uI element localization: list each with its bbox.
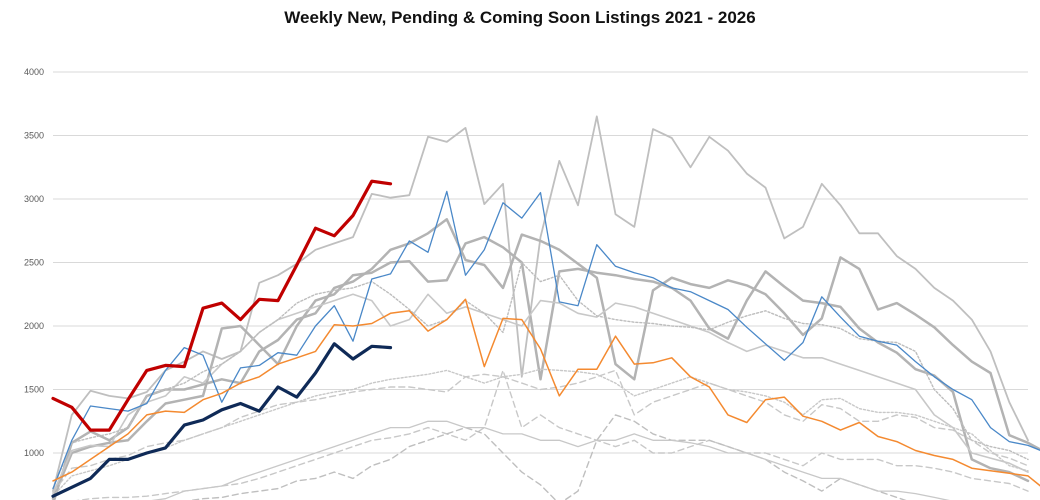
series-line-4 [52, 293, 1029, 495]
y-tick-label: 2000 [24, 321, 44, 331]
chart-title: Weekly New, Pending & Coming Soon Listin… [284, 8, 756, 27]
y-tick-label: 1500 [24, 385, 44, 395]
y-tick-label: 3000 [24, 194, 44, 204]
y-tick-label: 4000 [24, 67, 44, 77]
series-line-5 [52, 261, 1029, 490]
y-tick-label: 1000 [24, 448, 44, 458]
y-tick-label: 2500 [24, 258, 44, 268]
series-line-12 [52, 298, 1040, 487]
series-line-7 [52, 368, 1029, 497]
series-line-6 [52, 369, 1029, 494]
series-lines [51, 115, 1040, 500]
series-line-13 [51, 179, 393, 432]
series-line-9 [188, 414, 907, 500]
series-line-10 [151, 420, 950, 500]
y-tick-label: 3500 [24, 131, 44, 141]
series-line-2 [52, 218, 1040, 500]
series-line-14 [51, 342, 393, 498]
series-line-3 [51, 235, 1030, 500]
series-line-1 [52, 115, 1029, 493]
y-axis: 1000 1500 2000 2500 3000 3500 4000 [24, 67, 44, 458]
